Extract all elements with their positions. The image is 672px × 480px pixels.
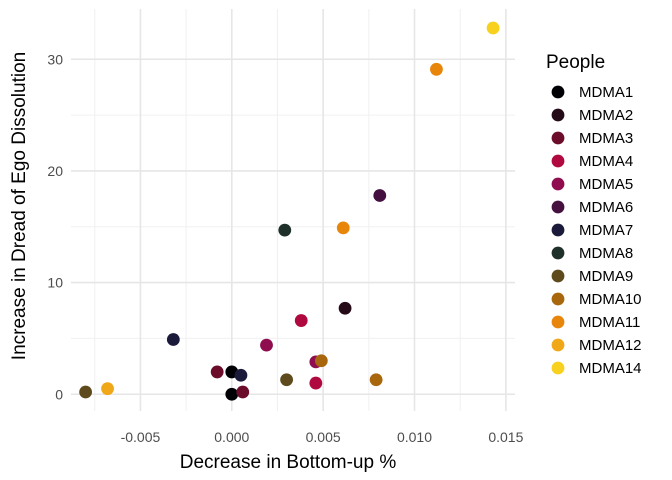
grid-minor (71, 9, 515, 411)
legend-label-mdma11: MDMA11 (579, 314, 640, 331)
legend-key-mdma8 (551, 246, 565, 260)
data-point-mdma6 (373, 189, 387, 202)
x-tick-label: 0.015 (488, 429, 523, 445)
data-point-mdma9 (280, 373, 294, 387)
legend-key-mdma11 (551, 315, 565, 329)
legend-label-mdma5: MDMA5 (579, 176, 633, 193)
data-points (79, 21, 500, 401)
y-tick-label: 30 (47, 51, 63, 67)
legend-label-mdma3: MDMA3 (579, 130, 633, 147)
x-tick-label: 0.005 (306, 429, 341, 445)
data-point-mdma8 (278, 223, 292, 237)
data-point-mdma1 (225, 387, 239, 401)
data-point-mdma14 (486, 21, 500, 35)
data-point-mdma12 (101, 382, 114, 396)
data-point-mdma4 (309, 376, 323, 390)
legend-label-mdma14: MDMA14 (579, 360, 642, 377)
legend-key-mdma1 (551, 85, 565, 99)
x-tick-label: 0.010 (397, 429, 432, 445)
data-point-mdma11 (336, 221, 350, 235)
data-point-mdma4 (294, 314, 308, 327)
legend-key-mdma5 (551, 177, 565, 191)
data-point-mdma10 (314, 354, 328, 368)
legend-label-mdma7: MDMA7 (579, 222, 633, 239)
legend-label-mdma9: MDMA9 (579, 268, 633, 285)
data-point-mdma7 (234, 368, 248, 382)
legend-label-mdma12: MDMA12 (579, 337, 642, 354)
legend-label-mdma2: MDMA2 (579, 107, 633, 124)
legend-key-mdma2 (551, 108, 565, 122)
data-point-mdma3 (210, 365, 224, 379)
grid-major (71, 9, 515, 411)
data-point-mdma2 (338, 301, 352, 315)
data-point-mdma7 (166, 333, 180, 346)
y-tick-label: 10 (47, 275, 63, 291)
x-tick-label: -0.005 (121, 429, 161, 445)
x-tick-label: 0.000 (214, 429, 249, 445)
legend-label-mdma8: MDMA8 (579, 245, 633, 262)
legend-items: MDMA1 MDMA2 MDMA3 MDMA4 MDMA5 MDMA6 MDMA7 MDMA8… (551, 84, 642, 377)
legend-label-mdma6: MDMA6 (579, 199, 633, 216)
y-axis-title: Increase in Dread of Ego Dissolution (9, 52, 30, 360)
plot-panel (71, 9, 515, 411)
legend-key-mdma10 (551, 292, 565, 306)
legend-key-mdma4 (551, 154, 565, 168)
data-point-mdma9 (79, 385, 93, 399)
legend-key-mdma7 (551, 223, 565, 237)
legend-label-mdma4: MDMA4 (579, 153, 633, 170)
y-axis-tick-labels: 0 10 20 30 (47, 51, 63, 402)
data-point-mdma3 (236, 385, 250, 399)
legend-label-mdma10: MDMA10 (579, 291, 642, 308)
legend-key-mdma14 (551, 361, 565, 375)
data-point-mdma10 (369, 373, 383, 387)
legend-key-mdma12 (551, 338, 565, 352)
data-point-mdma11 (430, 62, 443, 76)
legend-key-mdma9 (551, 269, 565, 283)
y-tick-label: 20 (47, 163, 63, 179)
legend-label-mdma1: MDMA1 (579, 84, 633, 101)
y-tick-label: 0 (55, 386, 63, 402)
legend-key-mdma6 (551, 200, 565, 214)
x-axis-tick-labels: -0.005 0.000 0.005 0.010 0.015 (121, 429, 524, 445)
x-axis-title: Decrease in Bottom-up % (180, 452, 397, 473)
legend: People MDMA1MDMA2MDMA3MDMA4MDMA5MDMA6MDM… (546, 52, 642, 377)
legend-title: People (546, 52, 605, 73)
data-point-mdma5 (260, 338, 273, 352)
legend-key-mdma3 (551, 131, 565, 145)
